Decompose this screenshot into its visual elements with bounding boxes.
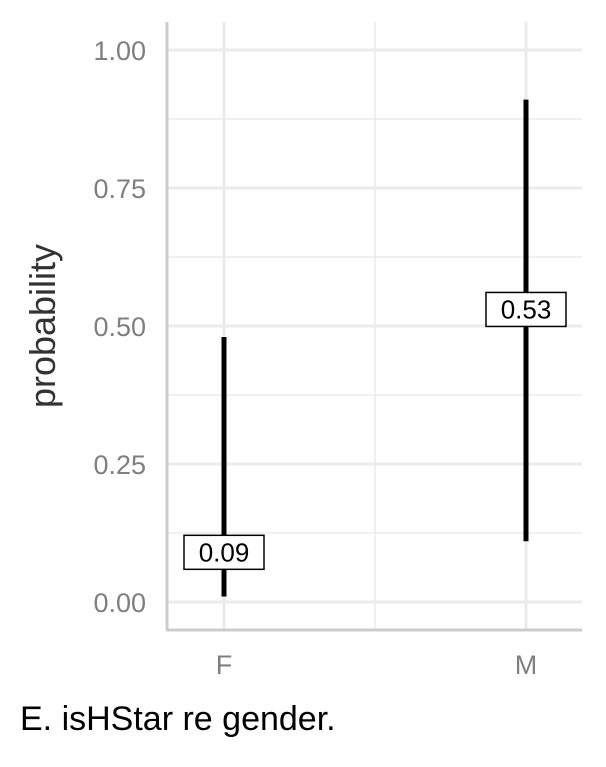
data-label: 0.09 <box>199 537 250 567</box>
y-tick-label: 0.75 <box>93 174 146 204</box>
x-tick-label: M <box>515 650 538 680</box>
data-label-box <box>485 291 567 328</box>
y-tick-label: 1.00 <box>93 36 146 66</box>
figure-caption: E. isHStar re gender. <box>20 700 336 738</box>
data-label: 0.53 <box>501 294 552 324</box>
data-label-box <box>183 534 265 571</box>
error-bars: 0.09 0.53 <box>183 99 567 597</box>
y-tick-label: 0.25 <box>93 450 146 480</box>
y-tick-label: 0.00 <box>93 588 146 618</box>
x-tick-label: F <box>216 650 233 680</box>
y-tick-labels: 0.00 0.25 0.50 0.75 1.00 <box>93 36 146 618</box>
y-tick-label: 0.50 <box>93 312 146 342</box>
y-axis-title: probability <box>22 244 63 408</box>
